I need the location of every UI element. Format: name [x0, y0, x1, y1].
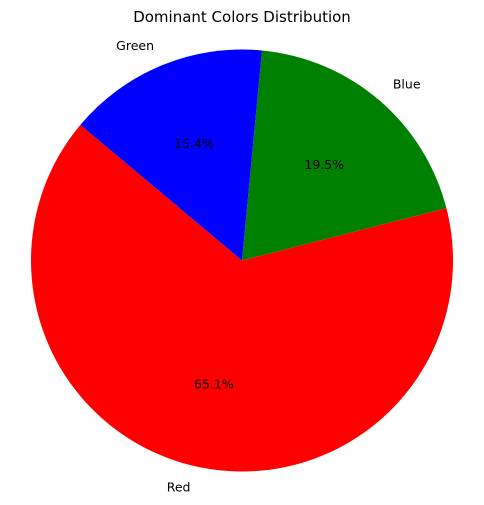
pie-slices: [30, 49, 453, 472]
chart-title: Dominant Colors Distribution: [133, 8, 351, 26]
pie-slice-red: [30, 124, 453, 472]
slice-percent-green: 15.4%: [174, 136, 214, 151]
slice-label-green: Green: [116, 38, 154, 53]
slice-percent-blue: 19.5%: [304, 157, 344, 172]
slice-label-blue: Blue: [393, 77, 421, 92]
pie-labels: Red 65.1% Blue 19.5% Green 15.4%: [116, 38, 421, 494]
pie-slice-blue: [242, 50, 447, 261]
slice-percent-red: 65.1%: [194, 376, 234, 391]
slice-label-red: Red: [167, 479, 191, 494]
pie-slice-green: [80, 49, 263, 261]
